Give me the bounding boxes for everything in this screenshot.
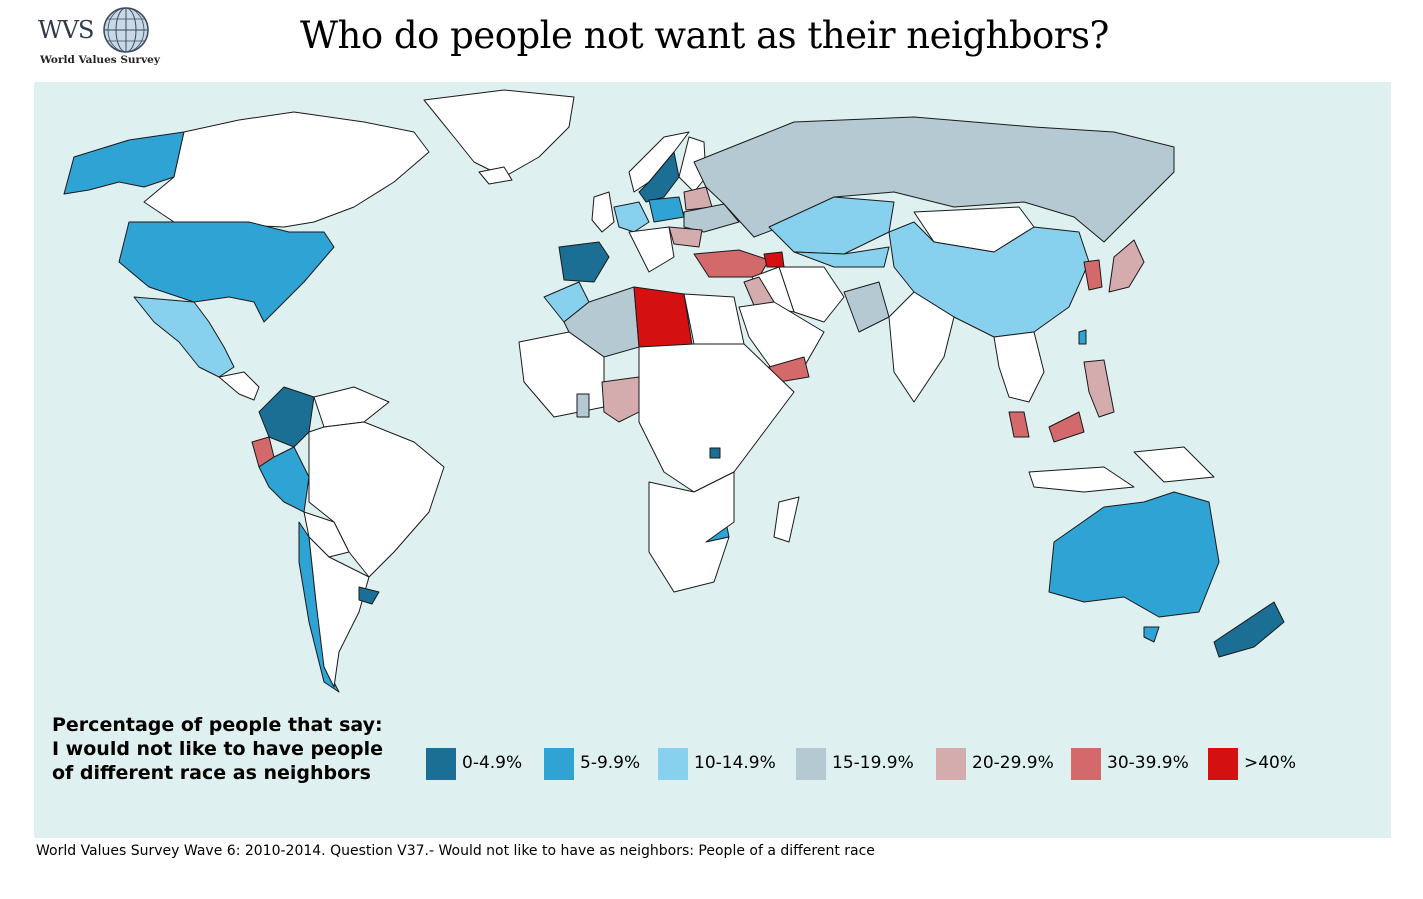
legend-title-line: of different race as neighbors [52,762,371,784]
country-malaysia [1008,411,1030,438]
source-note: World Values Survey Wave 6: 2010-2014. Q… [36,843,875,859]
country-southeast-asia [993,331,1045,403]
country-korea [1083,259,1103,291]
map-title: Who do people not want as their neighbor… [300,14,1109,57]
country-tasmania [1143,626,1160,643]
country-papua [1133,446,1215,483]
country-malaysia-borneo [1048,411,1085,443]
country-philippines [1083,359,1115,418]
country-peru [258,446,310,513]
country-greenland [423,89,575,178]
country-egypt [683,293,745,345]
logo-subtitle: World Values Survey [40,54,160,66]
country-turkey [693,249,770,278]
country-indonesia [1028,466,1135,493]
country-ukraine [683,203,740,233]
legend-swatch [544,748,574,780]
legend-title-line: I would not like to have people [52,738,383,760]
country-uk [591,191,615,233]
country-japan [1108,239,1145,293]
country-belarus [683,186,713,211]
country-romania [668,226,703,248]
country-central-america [218,371,260,401]
legend-label: 30-39.9% [1107,753,1189,773]
country-alaska [63,131,185,195]
country-italy-balkans [628,226,675,273]
legend-label: 20-29.9% [972,753,1054,773]
legend-swatch [426,748,456,780]
country-spain [558,241,610,283]
globe-icon [103,7,149,53]
legend-swatch [658,748,688,780]
country-taiwan [1078,329,1087,345]
country-venezuela-guianas [313,386,390,428]
legend-swatch [936,748,966,780]
legend-swatch [796,748,826,780]
legend-title-line: Percentage of people that say: [52,714,383,736]
world-map [63,89,1285,693]
legend-label: 0-4.9% [462,753,523,773]
country-canada [143,111,430,228]
country-new-zealand [1213,601,1285,658]
country-madagascar [773,496,800,543]
country-uruguay [358,586,380,605]
legend-label: >40% [1244,753,1297,773]
country-southern-africa [648,471,735,593]
legend-label: 10-14.9% [694,753,776,773]
country-germany [613,201,650,233]
country-iceland [478,166,513,185]
map-panel: Percentage of people that say: I would n… [34,82,1391,838]
country-russia [693,116,1175,243]
country-uzbekistan-kyrgyzstan [793,246,890,268]
country-poland [648,196,685,223]
country-mexico [133,296,235,378]
country-australia [1048,491,1220,618]
legend-swatch [1071,748,1101,780]
country-usa [118,221,335,323]
legend-label: 5-9.9% [580,753,641,773]
country-pakistan [843,281,890,333]
legend-label: 15-19.9% [832,753,914,773]
legend-title: Percentage of people that say: I would n… [52,713,383,785]
country-central-east-africa [638,343,795,493]
legend-swatch [1208,748,1238,780]
country-armenia-azerbaijan [763,251,785,268]
country-rwanda [709,447,721,459]
country-india [888,291,955,403]
logo-text: WVS [38,16,94,44]
country-nigeria [601,376,650,423]
country-bolivia-paraguay [303,511,350,558]
country-brazil [308,421,445,578]
country-ghana [576,393,590,418]
country-argentina [308,536,370,688]
wvs-logo: WVS World Values Survey [36,6,160,68]
